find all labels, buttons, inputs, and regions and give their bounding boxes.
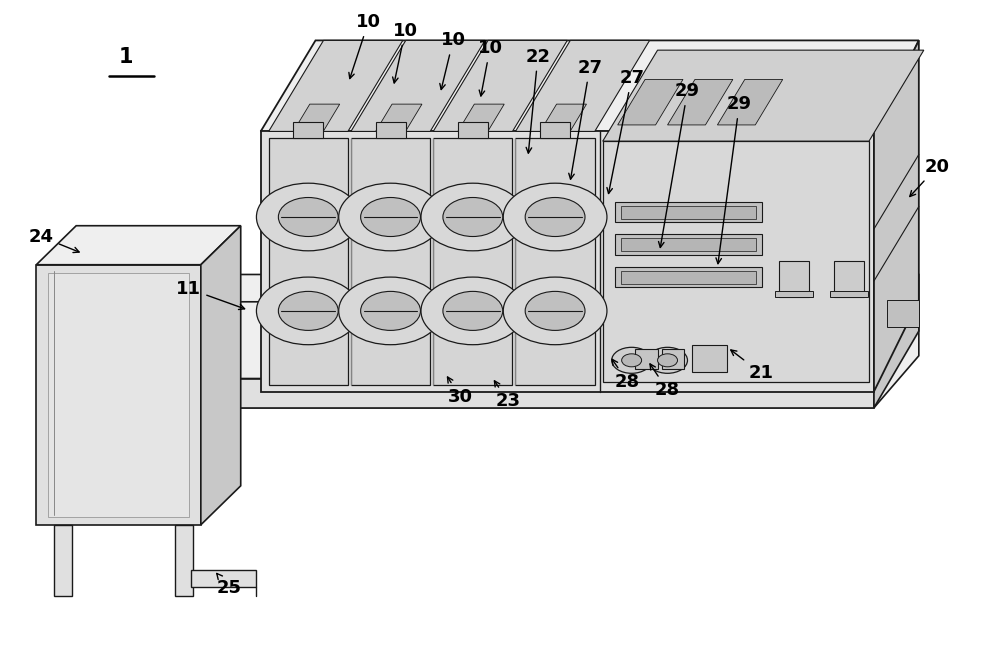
Polygon shape — [515, 40, 650, 131]
Polygon shape — [433, 138, 512, 385]
Polygon shape — [621, 206, 756, 219]
Circle shape — [525, 291, 585, 330]
Text: 28: 28 — [612, 359, 640, 390]
Polygon shape — [618, 80, 683, 125]
Polygon shape — [668, 80, 733, 125]
Polygon shape — [540, 104, 587, 131]
Text: 10: 10 — [349, 13, 381, 78]
Circle shape — [658, 354, 678, 367]
Polygon shape — [36, 264, 201, 525]
Polygon shape — [376, 121, 406, 138]
Polygon shape — [662, 349, 684, 369]
Polygon shape — [540, 121, 570, 138]
Polygon shape — [615, 234, 762, 255]
Polygon shape — [603, 141, 869, 382]
Polygon shape — [779, 261, 809, 297]
Polygon shape — [874, 40, 919, 392]
Circle shape — [648, 347, 687, 374]
Polygon shape — [293, 121, 323, 138]
Text: 10: 10 — [478, 39, 503, 96]
Polygon shape — [775, 291, 813, 297]
Text: 10: 10 — [393, 22, 418, 83]
Polygon shape — [176, 274, 919, 407]
Polygon shape — [191, 570, 256, 586]
Polygon shape — [269, 40, 403, 131]
Polygon shape — [261, 40, 919, 131]
Polygon shape — [621, 238, 756, 251]
Circle shape — [339, 183, 442, 251]
Circle shape — [421, 277, 525, 345]
Text: 30: 30 — [447, 377, 473, 406]
Text: 27: 27 — [607, 69, 644, 193]
Polygon shape — [874, 302, 919, 407]
Polygon shape — [351, 138, 430, 385]
Polygon shape — [615, 202, 762, 223]
Polygon shape — [261, 131, 874, 392]
Text: 29: 29 — [659, 82, 700, 247]
Circle shape — [443, 197, 503, 236]
Polygon shape — [351, 40, 485, 131]
Polygon shape — [635, 349, 658, 369]
Polygon shape — [717, 80, 783, 125]
Polygon shape — [176, 379, 874, 407]
Circle shape — [278, 291, 338, 330]
Circle shape — [256, 277, 360, 345]
Polygon shape — [603, 50, 924, 141]
Text: 22: 22 — [525, 48, 550, 153]
Polygon shape — [834, 261, 864, 297]
Polygon shape — [376, 104, 422, 131]
Polygon shape — [36, 226, 241, 264]
Polygon shape — [887, 300, 919, 326]
Circle shape — [503, 277, 607, 345]
Text: 24: 24 — [29, 228, 79, 253]
Circle shape — [503, 183, 607, 251]
Circle shape — [278, 197, 338, 236]
Text: 10: 10 — [440, 31, 466, 89]
Polygon shape — [48, 272, 189, 517]
Text: 25: 25 — [216, 573, 241, 597]
Circle shape — [361, 291, 420, 330]
Polygon shape — [515, 138, 595, 385]
Text: 23: 23 — [494, 381, 520, 410]
Text: 21: 21 — [731, 350, 774, 382]
Text: 27: 27 — [569, 59, 602, 179]
Circle shape — [612, 347, 652, 374]
Polygon shape — [433, 40, 567, 131]
Circle shape — [421, 183, 525, 251]
Text: 1: 1 — [119, 46, 134, 67]
Circle shape — [443, 291, 503, 330]
Circle shape — [256, 183, 360, 251]
Circle shape — [622, 354, 642, 367]
Polygon shape — [692, 345, 727, 372]
Polygon shape — [293, 104, 340, 131]
Circle shape — [361, 197, 420, 236]
Polygon shape — [269, 138, 348, 385]
Circle shape — [339, 277, 442, 345]
Polygon shape — [54, 525, 72, 596]
Text: 11: 11 — [176, 279, 245, 310]
Polygon shape — [176, 302, 919, 379]
Text: 20: 20 — [910, 158, 949, 197]
Text: 28: 28 — [650, 364, 680, 399]
Polygon shape — [175, 525, 193, 596]
Text: 29: 29 — [716, 95, 752, 264]
Circle shape — [525, 197, 585, 236]
Polygon shape — [615, 266, 762, 287]
Polygon shape — [201, 226, 241, 525]
Polygon shape — [830, 291, 868, 297]
Polygon shape — [458, 104, 504, 131]
Polygon shape — [458, 121, 488, 138]
Polygon shape — [621, 270, 756, 283]
